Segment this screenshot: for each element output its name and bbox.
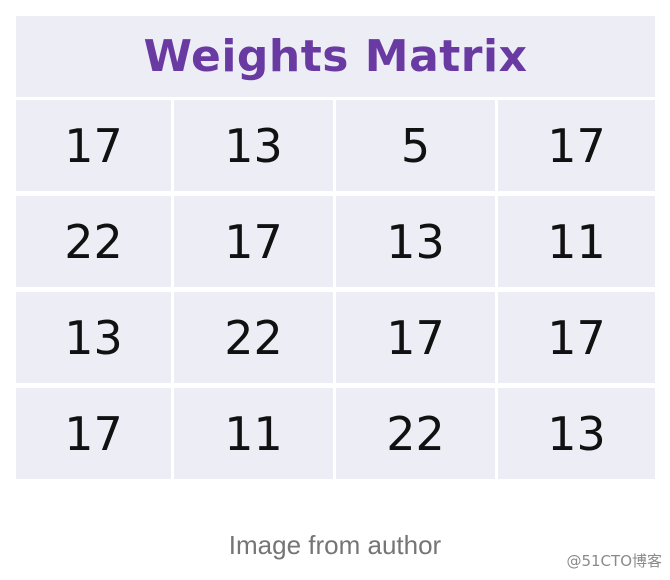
matrix-cell-r4-c4: 13 xyxy=(498,388,655,479)
watermark: @51CTO博客 xyxy=(566,552,662,570)
matrix-cell-r3-c2: 22 xyxy=(174,292,333,383)
matrix-cell-r3-c3: 17 xyxy=(336,292,495,383)
matrix-cell-r2-c1: 22 xyxy=(16,196,171,287)
matrix-cell-r1-c2: 13 xyxy=(174,100,333,191)
matrix-cell-r2-c4: 11 xyxy=(498,196,655,287)
matrix-cell-r1-c3: 5 xyxy=(336,100,495,191)
matrix-cell-r2-c2: 17 xyxy=(174,196,333,287)
image-caption: Image from author xyxy=(228,530,442,560)
matrix-cell-r1-c1: 17 xyxy=(16,100,171,191)
matrix-cell-r4-c3: 22 xyxy=(336,388,495,479)
matrix-cell-r2-c3: 13 xyxy=(336,196,495,287)
matrix-cell-r3-c4: 17 xyxy=(498,292,655,383)
matrix-cell-r4-c2: 11 xyxy=(174,388,333,479)
weights-matrix: Weights Matrix 17 13 5 17 22 17 13 11 13… xyxy=(16,16,655,479)
matrix-cell-r1-c4: 17 xyxy=(498,100,655,191)
matrix-title: Weights Matrix xyxy=(16,16,655,97)
matrix-grid: 17 13 5 17 22 17 13 11 13 22 17 17 17 11… xyxy=(16,100,655,479)
matrix-cell-r3-c1: 13 xyxy=(16,292,171,383)
matrix-cell-r4-c1: 17 xyxy=(16,388,171,479)
